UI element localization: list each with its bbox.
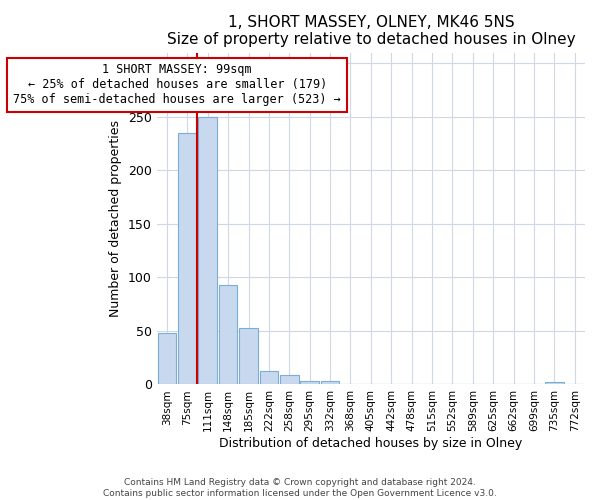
Title: 1, SHORT MASSEY, OLNEY, MK46 5NS
Size of property relative to detached houses in: 1, SHORT MASSEY, OLNEY, MK46 5NS Size of… (167, 15, 575, 48)
Y-axis label: Number of detached properties: Number of detached properties (109, 120, 122, 317)
Bar (260, 370, 278, 384)
Bar (178, 133, 197, 384)
Bar (301, 381, 319, 384)
Bar (219, 285, 238, 384)
Bar (239, 328, 258, 384)
Text: 1 SHORT MASSEY: 99sqm
← 25% of detached houses are smaller (179)
75% of semi-det: 1 SHORT MASSEY: 99sqm ← 25% of detached … (13, 64, 341, 106)
Text: Contains HM Land Registry data © Crown copyright and database right 2024.
Contai: Contains HM Land Registry data © Crown c… (103, 478, 497, 498)
Bar (320, 381, 340, 384)
Bar (158, 333, 176, 384)
Bar (545, 382, 564, 384)
Bar (280, 375, 299, 384)
X-axis label: Distribution of detached houses by size in Olney: Distribution of detached houses by size … (219, 437, 523, 450)
Bar (199, 117, 217, 384)
